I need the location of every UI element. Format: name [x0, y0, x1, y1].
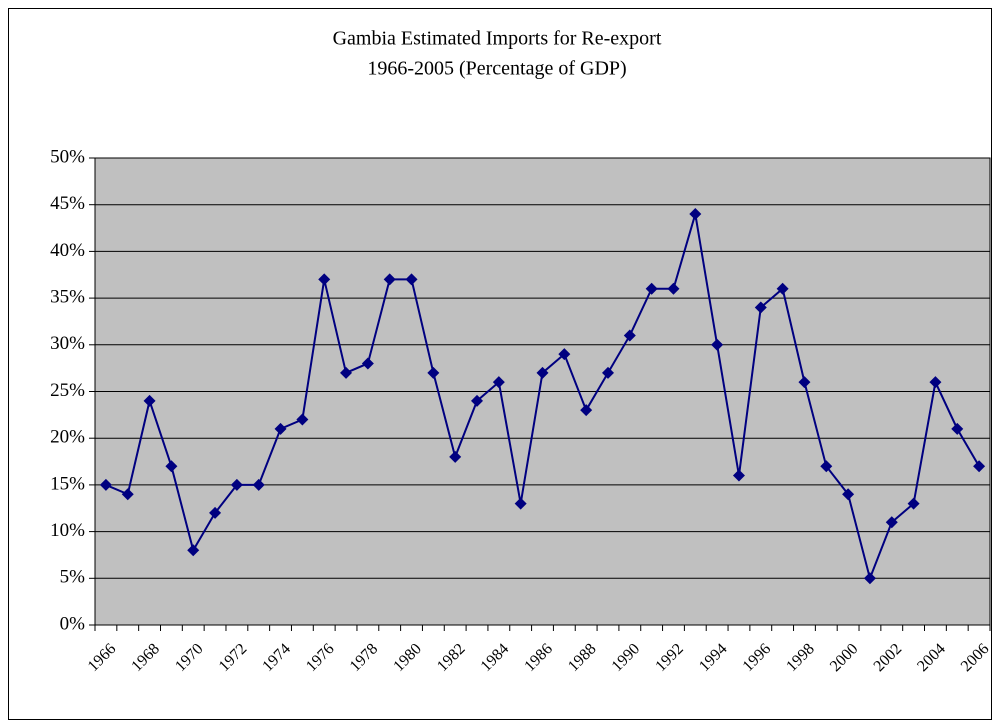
data-point [121, 488, 134, 501]
data-point [340, 366, 353, 379]
data-point [580, 404, 593, 417]
y-tick-label: 35% [50, 286, 85, 307]
data-point [601, 366, 614, 379]
data-point [929, 376, 942, 389]
data-point [951, 422, 964, 435]
data-point [711, 338, 724, 351]
data-point [754, 301, 767, 314]
data-point [536, 366, 549, 379]
chart-title: Gambia Estimated Imports for Re-export [333, 28, 662, 50]
data-point [383, 273, 396, 286]
y-tick-label: 25% [50, 380, 85, 401]
data-point [230, 478, 243, 491]
data-point [514, 497, 527, 510]
y-tick-label: 20% [50, 427, 85, 448]
y-tick-label: 50% [50, 146, 85, 167]
y-tick-label: 45% [50, 193, 85, 214]
data-point [885, 516, 898, 529]
data-point [798, 376, 811, 389]
plot-border [94, 157, 991, 626]
data-point [252, 478, 265, 491]
y-tick-label: 40% [50, 240, 85, 261]
y-tick-label: 5% [60, 567, 86, 588]
data-point [318, 273, 331, 286]
y-tick-label: 0% [60, 613, 86, 634]
data-point [274, 422, 287, 435]
data-point [427, 366, 440, 379]
data-point [405, 273, 418, 286]
data-point [165, 460, 178, 473]
data-point [143, 394, 156, 407]
data-point [863, 572, 876, 585]
data-point [776, 282, 789, 295]
data-point [667, 282, 680, 295]
data-point [623, 329, 636, 342]
y-tick-label: 10% [50, 520, 85, 541]
data-point [732, 469, 745, 482]
y-tick-label: 15% [50, 473, 85, 494]
data-point [689, 208, 702, 221]
data-point [907, 497, 920, 510]
data-point [820, 460, 833, 473]
data-point [187, 544, 200, 557]
data-point [558, 348, 571, 361]
data-point [99, 478, 112, 491]
data-point [645, 282, 658, 295]
data-point [973, 460, 986, 473]
data-point [209, 506, 222, 519]
y-tick-label: 30% [50, 333, 85, 354]
data-point [471, 394, 484, 407]
data-point [492, 376, 505, 389]
data-point [361, 357, 374, 370]
data-point [296, 413, 309, 426]
data-point [449, 450, 462, 463]
chart-subtitle: 1966-2005 (Percentage of GDP) [367, 58, 626, 80]
data-point [842, 488, 855, 501]
